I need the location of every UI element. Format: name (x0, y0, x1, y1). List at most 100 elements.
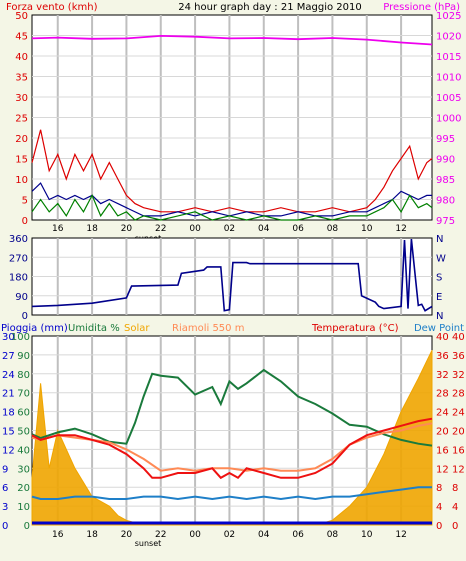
x-tick-label: 10 (361, 224, 373, 234)
solar-area (31, 349, 433, 526)
x-tick-label: 10 (361, 530, 373, 540)
x-tick-label: 20 (121, 530, 133, 540)
pressure-tick-label: 1000 (436, 114, 461, 125)
x-tick-label: 12 (395, 224, 406, 234)
x-tick-label: 18 (86, 530, 98, 540)
rain-tick-label: 0 (2, 521, 8, 532)
humidity-tick-label: 20 (17, 483, 30, 494)
tick-label-layer: 1616181820202222000002020404060608081010… (2, 11, 465, 540)
rain-tick-label: 6 (2, 483, 8, 494)
grid-layer (31, 14, 433, 526)
rain-tick-label: 12 (2, 445, 15, 456)
x-tick-label: 02 (224, 224, 235, 234)
x-tick-label: 06 (292, 224, 304, 234)
direction-tick-label: 90 (15, 292, 28, 303)
temperature-tick-label-right: 36 (452, 351, 465, 362)
chart-title: 24 hour graph day : 21 Maggio 2010 (178, 2, 361, 13)
wind-series-line (31, 193, 433, 221)
wind-axis-title: Forza vento (kmh) (6, 2, 98, 13)
humidity-tick-label: 30 (17, 464, 30, 475)
wind-tick-label: 5 (22, 196, 28, 207)
x-tick-label: 06 (292, 530, 304, 540)
temperature-tick-label: 0 (436, 521, 442, 532)
compass-tick-label: N (436, 234, 443, 245)
wind-tick-label: 30 (15, 93, 28, 104)
wind-tick-label: 20 (15, 134, 28, 145)
x-tick-label: 02 (224, 530, 235, 540)
temperature-tick-label: 16 (436, 445, 449, 456)
direction-tick-label: 0 (22, 311, 28, 322)
wind-tick-label: 45 (15, 32, 28, 43)
series-layer (31, 34, 433, 526)
x-tick-label: 00 (189, 224, 201, 234)
humidity-tick-label: 100 (11, 332, 30, 343)
pressure-tick-label: 980 (436, 196, 455, 207)
wind-tick-label: 25 (15, 114, 28, 125)
rain-tick-label: 15 (2, 427, 15, 438)
temperature-tick-label-right: 32 (452, 370, 465, 381)
dew-point-axis-title: Dew Point (414, 323, 464, 334)
temperature-line (31, 417, 433, 480)
wind-tick-label: 50 (15, 11, 28, 22)
humidity-tick-label: 10 (17, 502, 30, 513)
compass-tick-label: S (436, 273, 442, 284)
direction-tick-label: 180 (9, 273, 28, 284)
x-tick-label: 08 (327, 530, 339, 540)
temperature-tick-label-right: 40 (452, 332, 465, 343)
wind-tick-label: 40 (15, 52, 28, 63)
direction-tick-label: 270 (9, 253, 28, 264)
compass-tick-label: E (436, 292, 442, 303)
wind-direction-line (31, 239, 433, 312)
x-tick-label: 00 (189, 530, 201, 540)
rain-tick-label: 27 (2, 351, 15, 362)
temperature-tick-label: 28 (436, 389, 449, 400)
temperature-tick-label-right: 12 (452, 464, 465, 475)
pressure-axis-title: Pressione (hPa) (383, 2, 460, 13)
humidity-axis-title: Umidita % (68, 323, 120, 334)
direction-tick-label: 360 (9, 234, 28, 245)
temperature-tick-label: 20 (436, 427, 449, 438)
x-tick-label: 22 (155, 530, 166, 540)
wind-tick-label: 15 (15, 155, 28, 166)
rain-axis-title: Pioggia (mm) (1, 323, 68, 334)
riamoli-axis-title: Riamoli 550 m (172, 323, 244, 334)
x-tick-label: 08 (327, 224, 339, 234)
temperature-tick-label-right: 20 (452, 427, 465, 438)
temperature-tick-label: 24 (436, 408, 449, 419)
dew_point-line (31, 486, 432, 501)
rain-tick-label: 21 (2, 389, 15, 400)
pressure-tick-label: 990 (436, 155, 455, 166)
humidity-tick-label: 0 (24, 521, 30, 532)
pressure-tick-label: 975 (436, 216, 455, 227)
humidity-tick-label: 90 (17, 351, 30, 362)
humidity-tick-label: 40 (17, 445, 30, 456)
wind-tick-label: 0 (22, 216, 28, 227)
humidity-tick-label: 50 (17, 427, 30, 438)
rain-tick-label: 24 (2, 370, 15, 381)
humidity-tick-label: 70 (17, 389, 30, 400)
x-tick-label: 16 (52, 530, 64, 540)
wind-tick-label: 10 (15, 175, 28, 186)
pressure-tick-label: 1020 (436, 32, 461, 43)
temperature-tick-label-right: 8 (452, 483, 458, 494)
x-tick-label: 04 (258, 530, 270, 540)
temperature-tick-label: 8 (436, 483, 442, 494)
temperature-tick-label-right: 4 (452, 502, 458, 513)
solar-axis-title: Solar (124, 323, 150, 334)
x-tick-label: 18 (86, 224, 98, 234)
temperature-tick-label-right: 16 (452, 445, 465, 456)
temperature-tick-label: 32 (436, 370, 449, 381)
temperature-tick-label: 36 (436, 351, 449, 362)
rain-tick-label: 3 (2, 502, 8, 513)
x-tick-label: 22 (155, 224, 166, 234)
x-tick-label: 04 (258, 224, 270, 234)
x-tick-label: 16 (52, 224, 64, 234)
temperature-axis-title: Temperatura (°C) (311, 323, 399, 334)
temperature-tick-label-right: 24 (452, 408, 465, 419)
temperature-tick-label-right: 28 (452, 389, 465, 400)
pressure-tick-label: 1025 (436, 11, 461, 22)
pressure-tick-label: 1005 (436, 93, 461, 104)
wind-tick-label: 35 (15, 73, 28, 84)
pressure-tick-label: 1010 (436, 73, 461, 84)
